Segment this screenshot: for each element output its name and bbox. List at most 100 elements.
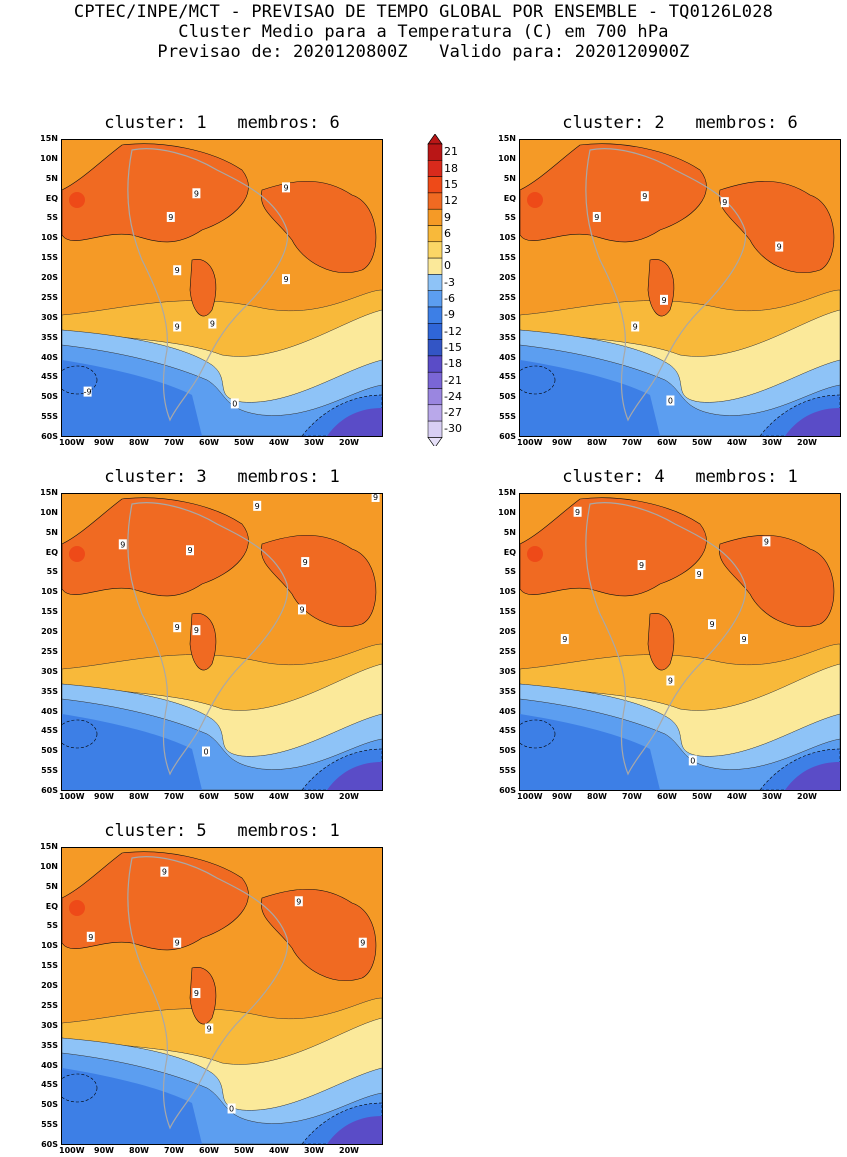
svg-text:0: 0 (229, 1104, 234, 1113)
warm-region-2 (189, 259, 217, 317)
lat-tick-label: 5S (46, 567, 58, 577)
contour-label: 9 (166, 211, 175, 222)
svg-text:-9: -9 (84, 388, 92, 397)
svg-text:0: 0 (668, 396, 673, 405)
lon-tick-label: 100W (59, 792, 85, 801)
lon-tick-label: 60W (657, 792, 677, 801)
colorbar-swatch (427, 176, 443, 194)
warm-region-0 (61, 851, 249, 951)
lon-tick-label: 40W (727, 792, 747, 801)
colorbar-label: 0 (444, 259, 451, 273)
svg-text:9: 9 (175, 266, 180, 275)
lat-tick-label: 50S (499, 392, 516, 402)
lon-tick-label: 90W (94, 1146, 114, 1155)
hot-spot (527, 546, 543, 562)
lon-tick-label: 50W (692, 438, 712, 447)
warm-region-2 (647, 613, 675, 671)
band-purple (327, 408, 382, 436)
contour-label: 9 (192, 988, 201, 999)
svg-text:9: 9 (175, 322, 180, 331)
svg-text:9: 9 (207, 1025, 212, 1034)
lat-tick-label: 25S (499, 646, 516, 656)
colorbar-swatch (427, 388, 443, 406)
lat-tick-label: 15S (499, 607, 516, 617)
map-svg: 9 9 9 9 9 9 9 9 0 (514, 494, 841, 791)
contour-label: 9 (301, 557, 310, 568)
hot-spot (527, 192, 543, 208)
lon-tick-label: 90W (94, 438, 114, 447)
lon-tick-label: 20W (339, 792, 359, 801)
lat-tick-label: 15N (40, 134, 58, 143)
colorbar-label: 3 (444, 243, 451, 257)
lat-tick-label: EQ (503, 193, 516, 203)
lat-tick-label: 25S (499, 292, 516, 302)
svg-text:9: 9 (88, 933, 93, 942)
lat-tick-label: EQ (45, 193, 58, 203)
lat-tick-label: 15N (40, 488, 58, 497)
lat-tick-label: 5S (504, 567, 516, 577)
band-purple (327, 1116, 382, 1144)
contour-label: 9 (666, 675, 675, 686)
colorbar-label: -30 (444, 422, 462, 436)
temperature-map: 9 9 9 9 9 9 9 -9 0 (56, 139, 383, 437)
colorbar-label: -18 (444, 357, 462, 371)
lon-tick-label: 90W (552, 438, 572, 447)
lat-tick-label: 35S (41, 332, 58, 342)
lon-tick-label: 30W (304, 792, 324, 801)
lat-tick-label: 15N (498, 488, 516, 497)
colorbar-svg (427, 134, 443, 446)
warm-region-0 (519, 143, 707, 243)
lat-tick-label: 35S (499, 686, 516, 696)
contour-label: 0 (230, 398, 239, 409)
lat-tick-label: 30S (41, 666, 58, 676)
cold-core-contour (56, 365, 98, 395)
svg-text:9: 9 (168, 213, 173, 222)
svg-text:9: 9 (360, 939, 365, 948)
lat-tick-label: 60S (41, 786, 58, 795)
land-outline (127, 148, 289, 422)
contour-label: 0 (666, 395, 675, 405)
lat-tick-label: 40S (41, 352, 58, 362)
colorbar-label: 21 (444, 145, 458, 159)
lat-tick-label: 5N (45, 881, 58, 891)
svg-text:9: 9 (303, 558, 308, 567)
lat-tick-label: 40S (499, 352, 516, 362)
lon-tick-label: 20W (339, 438, 359, 447)
svg-text:9: 9 (639, 561, 644, 570)
svg-text:9: 9 (722, 198, 727, 207)
colorbar-label: -6 (444, 292, 455, 305)
lat-tick-label: 50S (41, 1100, 58, 1110)
lon-tick-label: 80W (587, 438, 607, 447)
contour-label: 9 (631, 321, 640, 332)
warm-region-1 (718, 534, 835, 627)
colorbar-swatch (427, 192, 443, 210)
svg-text:0: 0 (232, 399, 237, 408)
svg-text:9: 9 (210, 320, 215, 329)
lat-tick-label: 5N (45, 173, 58, 183)
colorbar-label: -27 (444, 406, 462, 420)
contour-label: 9 (253, 500, 262, 511)
colorbar-swatch (427, 143, 443, 161)
lon-tick-label: 50W (234, 1146, 254, 1155)
contour-label: 9 (186, 545, 194, 556)
contour-label: 9 (762, 536, 771, 547)
lat-tick-label: 20S (41, 627, 58, 637)
band-purple (785, 408, 840, 436)
contour-label: 9 (205, 1023, 214, 1034)
contour-label: 9 (86, 931, 95, 942)
temperature-map: 9 9 9 9 9 9 0 (514, 139, 841, 437)
lon-tick-label: 60W (199, 792, 219, 801)
hot-spot (69, 900, 85, 916)
warm-region-1 (260, 180, 377, 273)
contour-label: 9 (640, 191, 649, 202)
lat-tick-label: 60S (41, 432, 58, 441)
lon-tick-label: 70W (622, 438, 642, 447)
lat-tick-label: 20S (41, 273, 58, 283)
lon-tick-label: 30W (762, 792, 782, 801)
warm-region-0 (61, 143, 249, 243)
lat-tick-label: 15S (41, 961, 58, 971)
colorbar-swatch (427, 323, 443, 340)
contour-label: 9 (371, 491, 380, 502)
contour-label: 9 (160, 866, 169, 877)
lon-tick-label: 60W (199, 1146, 219, 1155)
